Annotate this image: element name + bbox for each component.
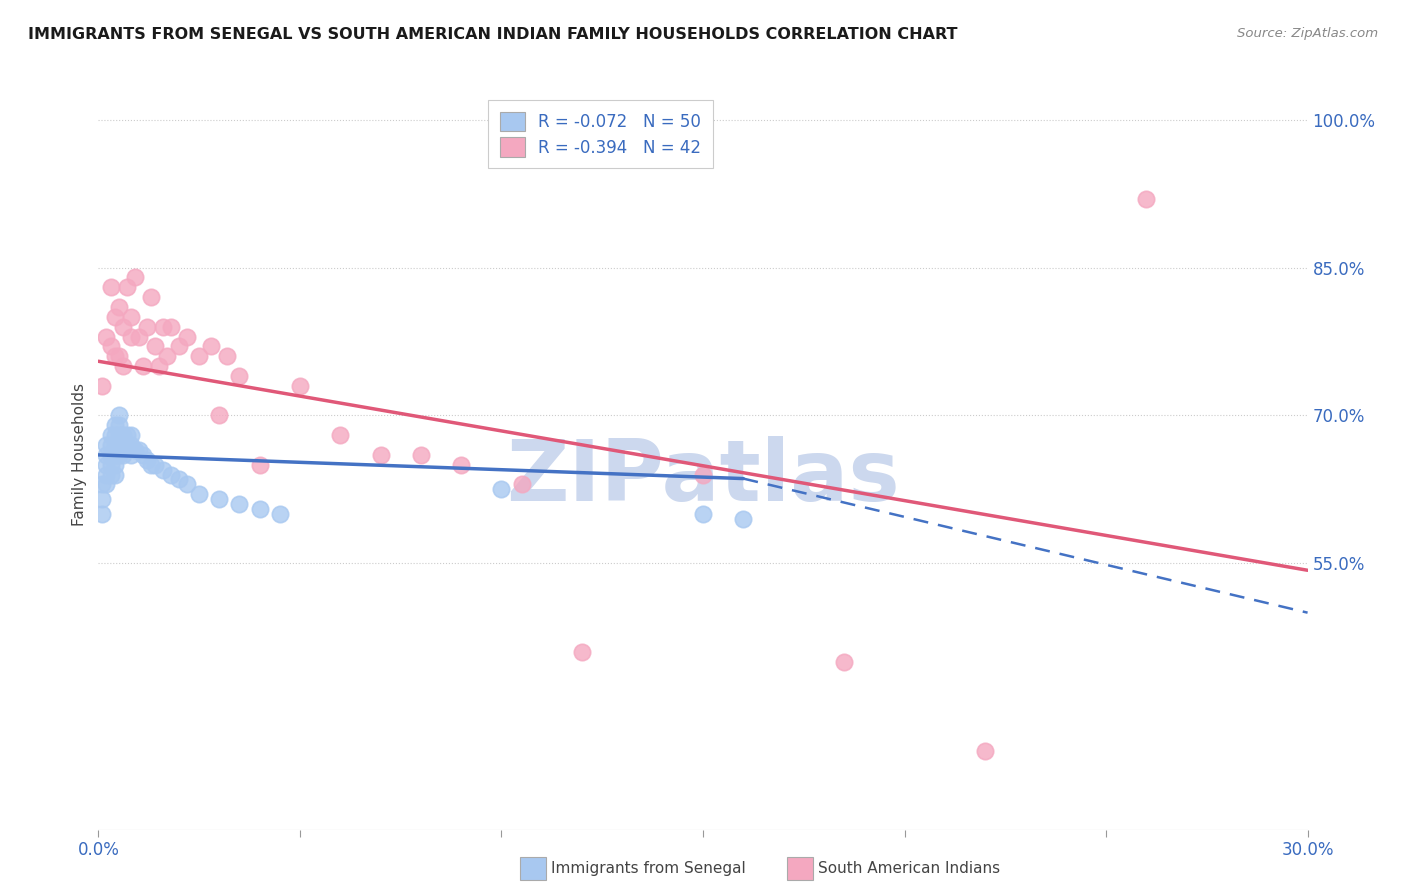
Point bbox=[269, 507, 291, 521]
Point bbox=[103, 349, 125, 363]
Point bbox=[409, 448, 432, 462]
Point bbox=[107, 448, 129, 462]
Point bbox=[120, 448, 142, 462]
Point bbox=[91, 507, 114, 521]
Point bbox=[107, 428, 129, 442]
Point bbox=[103, 310, 125, 324]
Y-axis label: Family Households: Family Households bbox=[72, 384, 87, 526]
Point bbox=[91, 492, 114, 507]
Point bbox=[115, 428, 138, 442]
Point bbox=[100, 339, 122, 353]
Point bbox=[176, 329, 198, 343]
Point bbox=[152, 463, 174, 477]
Point bbox=[100, 448, 122, 462]
Point bbox=[139, 290, 162, 304]
Point bbox=[329, 428, 352, 442]
Point bbox=[143, 458, 166, 472]
Point bbox=[96, 438, 118, 452]
Point bbox=[249, 458, 271, 472]
Point bbox=[370, 448, 392, 462]
Point bbox=[135, 319, 157, 334]
Point bbox=[103, 428, 125, 442]
Point bbox=[208, 492, 231, 507]
Point bbox=[692, 507, 714, 521]
Point bbox=[124, 270, 146, 285]
Point bbox=[115, 438, 138, 452]
Point bbox=[132, 359, 155, 374]
Point bbox=[120, 438, 142, 452]
Point bbox=[91, 477, 114, 491]
Point bbox=[200, 339, 222, 353]
Point bbox=[160, 467, 183, 482]
Point bbox=[510, 477, 533, 491]
Point bbox=[103, 438, 125, 452]
Point bbox=[156, 349, 179, 363]
Text: Source: ZipAtlas.com: Source: ZipAtlas.com bbox=[1237, 27, 1378, 40]
Point bbox=[571, 645, 593, 659]
Point bbox=[111, 428, 134, 442]
Point bbox=[103, 448, 125, 462]
Point bbox=[103, 418, 125, 433]
Point bbox=[111, 319, 134, 334]
Point bbox=[96, 329, 118, 343]
Point bbox=[107, 418, 129, 433]
Point bbox=[96, 448, 118, 462]
Point bbox=[491, 483, 513, 497]
Point bbox=[107, 438, 129, 452]
Point bbox=[128, 329, 150, 343]
Point bbox=[139, 458, 162, 472]
Point bbox=[288, 379, 311, 393]
Text: Immigrants from Senegal: Immigrants from Senegal bbox=[551, 862, 747, 876]
Point bbox=[100, 438, 122, 452]
Point bbox=[135, 453, 157, 467]
Point bbox=[100, 467, 122, 482]
Point bbox=[120, 428, 142, 442]
Point bbox=[188, 349, 211, 363]
Text: South American Indians: South American Indians bbox=[818, 862, 1001, 876]
Point bbox=[143, 339, 166, 353]
Point bbox=[1135, 192, 1157, 206]
Point bbox=[115, 280, 138, 294]
Point bbox=[96, 467, 118, 482]
Point bbox=[176, 477, 198, 491]
Point bbox=[100, 428, 122, 442]
Point bbox=[120, 310, 142, 324]
Point bbox=[228, 369, 250, 384]
Point bbox=[111, 438, 134, 452]
Point bbox=[217, 349, 239, 363]
Point bbox=[100, 280, 122, 294]
Point bbox=[148, 359, 170, 374]
Point bbox=[132, 448, 155, 462]
Point bbox=[107, 409, 129, 423]
Point bbox=[96, 458, 118, 472]
Point bbox=[111, 359, 134, 374]
Text: ZIPatlas: ZIPatlas bbox=[506, 436, 900, 519]
Point bbox=[103, 467, 125, 482]
Point bbox=[91, 379, 114, 393]
Point bbox=[160, 319, 183, 334]
Point bbox=[107, 349, 129, 363]
Point bbox=[228, 497, 250, 511]
Point bbox=[100, 458, 122, 472]
Point bbox=[111, 448, 134, 462]
Point bbox=[733, 512, 755, 526]
Point bbox=[152, 319, 174, 334]
Point bbox=[120, 329, 142, 343]
Point bbox=[692, 467, 714, 482]
Point bbox=[249, 502, 271, 516]
Point bbox=[208, 409, 231, 423]
Point bbox=[167, 339, 190, 353]
Point bbox=[450, 458, 472, 472]
Point bbox=[124, 442, 146, 457]
Point bbox=[974, 744, 997, 758]
Point bbox=[107, 300, 129, 314]
Point bbox=[167, 472, 190, 486]
Text: IMMIGRANTS FROM SENEGAL VS SOUTH AMERICAN INDIAN FAMILY HOUSEHOLDS CORRELATION C: IMMIGRANTS FROM SENEGAL VS SOUTH AMERICA… bbox=[28, 27, 957, 42]
Point bbox=[128, 442, 150, 457]
Legend: R = -0.072   N = 50, R = -0.394   N = 42: R = -0.072 N = 50, R = -0.394 N = 42 bbox=[488, 100, 713, 169]
Point bbox=[832, 655, 855, 669]
Point bbox=[103, 458, 125, 472]
Point bbox=[188, 487, 211, 501]
Point bbox=[96, 477, 118, 491]
